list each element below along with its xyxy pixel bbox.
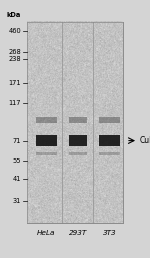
Text: 41: 41 [13, 176, 21, 182]
Bar [69, 135, 87, 146]
Text: 31: 31 [13, 198, 21, 204]
Text: 460: 460 [8, 28, 21, 34]
Text: 268: 268 [8, 49, 21, 55]
Text: 117: 117 [9, 100, 21, 106]
Bar [99, 117, 120, 123]
Bar [99, 151, 120, 155]
Bar [99, 135, 120, 146]
Bar [36, 135, 57, 146]
Bar [69, 117, 87, 123]
Bar [69, 151, 87, 155]
Text: 293T: 293T [69, 230, 87, 236]
Text: 71: 71 [13, 138, 21, 144]
Bar [27, 22, 123, 223]
Text: 55: 55 [12, 158, 21, 164]
Text: 238: 238 [8, 56, 21, 62]
Text: kDa: kDa [7, 12, 21, 18]
Bar [36, 117, 57, 123]
Text: 3T3: 3T3 [103, 230, 116, 236]
Text: 171: 171 [9, 79, 21, 86]
Bar [36, 151, 57, 155]
Text: HeLa: HeLa [37, 230, 56, 236]
Text: Cul3: Cul3 [140, 136, 150, 145]
